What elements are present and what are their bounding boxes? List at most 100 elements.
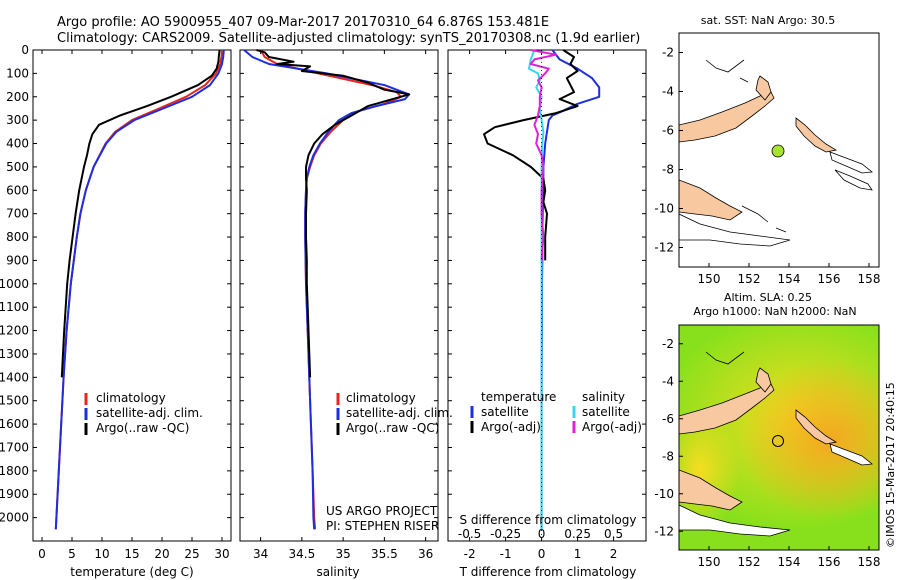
sla-map-axes: 150 152 154 156 158 -2 -4 -6 -8 -10 -12 — [654, 337, 880, 569]
y-tick-label: 100 — [6, 66, 29, 80]
map-y-tick-label: -8 — [662, 449, 674, 463]
x-tick-label: 30 — [214, 547, 229, 561]
x-tick-label: 35.5 — [371, 547, 398, 561]
series-argo-raw-qc- — [60, 49, 221, 378]
temperature-panel: 0100200300400500600700800900100011001200… — [0, 43, 232, 579]
salinity-y-ticks — [240, 49, 438, 519]
map-x-tick-label: 158 — [858, 555, 881, 569]
legend-satellite: satellite-adj. clim. — [346, 406, 453, 420]
map-x-tick-label: 156 — [818, 272, 841, 286]
new-guinea-shape — [679, 469, 743, 511]
y-tick-label: 0 — [21, 43, 29, 57]
s-tick-label: 0.25 — [564, 527, 591, 541]
x-tick-label: 10 — [94, 547, 109, 561]
admiralty-islands — [705, 59, 749, 83]
legend-t-satellite: satellite — [481, 405, 529, 419]
legend-s-argo: Argo(-adj) — [582, 420, 642, 434]
y-tick-label: 700 — [6, 207, 29, 221]
x-tick-label: -2 — [464, 547, 476, 561]
series-satellite-adj-clim- — [54, 49, 225, 530]
bougainville-shape — [795, 117, 838, 153]
difference-series — [483, 49, 601, 541]
y-tick-label: 300 — [6, 113, 29, 127]
map-y-tick-label: -2 — [662, 46, 674, 60]
new-britain-shape — [679, 381, 775, 435]
x-tick-label: 0 — [38, 547, 46, 561]
x-tick-label: 35 — [335, 547, 350, 561]
salinity-x-axis: 34 34.5 35 35.5 36 — [253, 50, 433, 561]
map-y-tick-label: -4 — [662, 374, 674, 388]
map-x-tick-label: 154 — [778, 272, 801, 286]
y-tick-label: 1500 — [0, 394, 29, 408]
y-tick-label: 1800 — [0, 464, 29, 478]
temperature-series — [54, 49, 225, 530]
map-y-tick-label: -10 — [654, 202, 674, 216]
x-tick-label: 20 — [154, 547, 169, 561]
y-tick-label: 1300 — [0, 347, 29, 361]
sla-peak-zone — [740, 360, 879, 520]
new-guinea-south-coast — [679, 213, 791, 247]
series-climatology — [54, 49, 223, 530]
x-tick-label: 34 — [253, 547, 268, 561]
map-x-tick-label: 152 — [738, 555, 761, 569]
solomon-islands-shape — [829, 151, 874, 174]
sst-map-panel: sat. SST: NaN Argo: 30.5 150 152 154 156 158… — [654, 14, 880, 286]
map-y-tick-label: -2 — [662, 337, 674, 351]
sst-map-axes: 150 152 154 156 158 -2 -4 -6 -8 -10 -12 — [654, 46, 880, 287]
y-tick-label: 2000 — [0, 511, 29, 525]
solomon-islands-south-shape — [834, 169, 873, 191]
argo-float-marker — [771, 144, 785, 158]
series-satellite-adj-clim- — [243, 49, 411, 530]
s-tick-label: 0.5 — [604, 527, 623, 541]
y-tick-label: 1000 — [0, 277, 29, 291]
map-x-tick-label: 158 — [858, 272, 881, 286]
sst-coastlines — [679, 59, 874, 247]
project-credit: US ARGO PROJECT — [326, 504, 438, 518]
louisiade-islands — [741, 205, 787, 233]
sla-map-subtitle: Argo h1000: NaN h2000: NaN — [693, 305, 856, 318]
y-tick-label: 400 — [6, 137, 29, 151]
legend-argo: Argo(..raw -QC) — [346, 421, 439, 435]
x-tick-label: 15 — [124, 547, 139, 561]
sla-heatmap — [679, 325, 879, 550]
x-tick-label: -1 — [500, 547, 512, 561]
legend-climatology: climatology — [346, 391, 416, 405]
x-tick-label: 36 — [418, 547, 433, 561]
map-x-tick-label: 150 — [698, 272, 721, 286]
y-tick-label: 900 — [6, 253, 29, 267]
map-y-tick-label: -12 — [654, 241, 674, 255]
y-tick-label: 1100 — [0, 300, 29, 314]
map-x-tick-label: 154 — [778, 555, 801, 569]
map-y-tick-label: -6 — [662, 412, 674, 426]
depth-axis: 0 100 200 300 400 500 600 700 800 900 1000 1100 1200… — [0, 43, 231, 525]
y-tick-label: 1400 — [0, 370, 29, 384]
salinity-axes-frame — [239, 49, 439, 542]
y-tick-label: 600 — [6, 183, 29, 197]
x-tick-label: 0 — [538, 547, 546, 561]
s-tick-label: -0.5 — [458, 527, 481, 541]
bougainville-shape — [795, 409, 838, 445]
x-tick-label: 5 — [68, 547, 76, 561]
x-tick-label: 1 — [574, 547, 582, 561]
series-climatology — [259, 49, 402, 530]
header-line-2: Climatology: CARS2009. Satellite-adjuste… — [57, 31, 640, 46]
sla-map-panel: Altim. SLA: 0.25 Argo h1000: NaN h2000: … — [654, 291, 880, 569]
x-tick-label: 34.5 — [289, 547, 316, 561]
y-tick-label: 1700 — [0, 440, 29, 454]
y-tick-label: 200 — [6, 90, 29, 104]
map-y-tick-label: -6 — [662, 124, 674, 138]
sla-map-title: Altim. SLA: 0.25 — [724, 291, 812, 304]
new-ireland-shape — [755, 367, 772, 393]
legend-temperature-title: temperature — [481, 390, 556, 404]
legend-satellite: satellite-adj. clim. — [96, 406, 203, 420]
legend-t-argo: Argo(-adj) — [481, 420, 541, 434]
legend-argo: Argo(..raw -QC) — [96, 421, 189, 435]
s-tick-label: -0.25 — [490, 527, 521, 541]
series-temperature-argo-adj- — [483, 49, 579, 261]
temperature-legend: climatology satellite-adj. clim. Argo(..… — [84, 391, 203, 435]
legend-s-satellite: satellite — [582, 405, 630, 419]
difference-axes-frame — [447, 49, 647, 542]
salinity-panel: 34 34.5 35 35.5 36 salinity climatology sate… — [239, 49, 453, 579]
new-ireland-shape — [755, 75, 772, 101]
